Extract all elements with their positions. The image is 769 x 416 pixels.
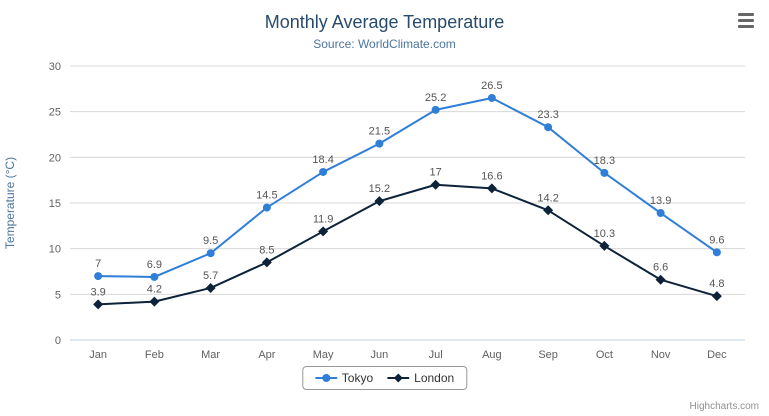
data-label-london: 10.3 — [594, 228, 615, 240]
x-axis-tick-label: Aug — [482, 349, 502, 361]
data-label-london: 14.2 — [537, 192, 558, 204]
x-axis-tick-label: Jul — [429, 349, 443, 361]
data-label-london: 4.2 — [147, 284, 162, 296]
data-point-tokyo[interactable] — [600, 168, 609, 177]
data-label-london: 3.9 — [90, 286, 105, 298]
data-label-tokyo: 18.4 — [312, 154, 333, 166]
data-label-tokyo: 25.2 — [425, 92, 446, 104]
data-label-london: 15.2 — [369, 183, 390, 195]
data-point-london[interactable] — [655, 274, 666, 285]
data-point-tokyo[interactable] — [150, 272, 159, 281]
x-axis-tick-label: Apr — [258, 349, 275, 361]
legend: Tokyo London — [301, 366, 468, 390]
data-label-london: 16.6 — [481, 170, 502, 182]
hamburger-icon — [738, 24, 754, 28]
data-label-tokyo: 26.5 — [481, 80, 502, 92]
data-point-tokyo[interactable] — [375, 139, 384, 148]
data-label-london: 8.5 — [259, 244, 274, 256]
data-point-london[interactable] — [93, 299, 104, 310]
data-point-tokyo[interactable] — [206, 249, 215, 258]
data-point-tokyo[interactable] — [656, 209, 665, 218]
hamburger-icon — [738, 18, 754, 22]
tokyo-series-marker-icon — [314, 374, 337, 382]
x-axis-tick-label: Oct — [596, 349, 613, 361]
x-axis-tick-label: Jan — [89, 349, 107, 361]
data-point-tokyo[interactable] — [712, 248, 721, 257]
data-label-tokyo: 18.3 — [594, 155, 615, 167]
chart-context-menu-button[interactable] — [735, 10, 757, 30]
data-label-tokyo: 13.9 — [650, 195, 671, 207]
data-point-london[interactable] — [261, 257, 272, 268]
data-label-tokyo: 14.5 — [256, 190, 277, 202]
london-series-marker-icon — [387, 373, 410, 383]
hamburger-icon — [738, 12, 754, 16]
data-point-london[interactable] — [543, 205, 554, 216]
data-point-london[interactable] — [318, 226, 329, 237]
credits-link[interactable]: Highcharts.com — [689, 401, 759, 412]
y-axis-tick-label: 5 — [55, 289, 61, 301]
legend-label-tokyo: Tokyo — [341, 371, 374, 385]
data-label-tokyo: 7 — [95, 258, 101, 270]
data-label-tokyo: 9.6 — [709, 234, 724, 246]
x-axis-tick-label: Sep — [538, 349, 558, 361]
data-label-tokyo: 23.3 — [537, 109, 558, 121]
data-point-london[interactable] — [374, 196, 385, 207]
series-line-tokyo[interactable] — [98, 96, 718, 278]
x-axis-tick-label: Jun — [371, 349, 389, 361]
data-label-tokyo: 9.5 — [203, 235, 218, 247]
y-axis-tick-label: 25 — [49, 107, 61, 119]
series-line-london[interactable] — [98, 183, 718, 306]
legend-item-tokyo[interactable]: Tokyo — [314, 371, 374, 385]
data-point-tokyo[interactable] — [262, 203, 271, 212]
x-axis-tick-label: Feb — [145, 349, 164, 361]
x-axis-tick-label: Dec — [707, 349, 727, 361]
y-axis-tick-label: 30 — [49, 61, 61, 73]
y-axis-tick-label: 10 — [49, 244, 61, 256]
data-point-tokyo[interactable] — [94, 272, 103, 281]
data-point-london[interactable] — [486, 183, 497, 194]
data-label-london: 17 — [430, 167, 442, 179]
y-axis-tick-label: 20 — [49, 152, 61, 164]
chart-title: Monthly Average Temperature — [264, 12, 505, 32]
data-label-tokyo: 6.9 — [147, 259, 162, 271]
data-point-tokyo[interactable] — [487, 93, 496, 102]
data-point-london[interactable] — [599, 240, 610, 251]
y-axis-title: Temperature (°C) — [3, 157, 17, 249]
legend-item-london[interactable]: London — [387, 371, 454, 385]
data-point-london[interactable] — [149, 296, 160, 307]
data-label-tokyo: 21.5 — [369, 126, 390, 138]
x-axis-tick-label: Mar — [201, 349, 220, 361]
y-axis-tick-label: 0 — [55, 335, 61, 347]
x-axis-tick-label: Nov — [651, 349, 671, 361]
data-label-london: 6.6 — [653, 262, 668, 274]
chart-subtitle: Source: WorldClimate.com — [313, 37, 456, 51]
y-axis-tick-label: 15 — [49, 198, 61, 210]
data-label-london: 5.7 — [203, 270, 218, 282]
data-point-london[interactable] — [205, 282, 216, 293]
data-point-london[interactable] — [711, 291, 722, 302]
legend-label-london: London — [414, 371, 455, 385]
data-point-london[interactable] — [430, 179, 441, 190]
data-label-london: 4.8 — [709, 278, 724, 290]
data-label-london: 11.9 — [313, 213, 334, 225]
data-point-tokyo[interactable] — [544, 123, 553, 132]
x-axis-tick-label: May — [313, 349, 334, 361]
data-point-tokyo[interactable] — [431, 105, 440, 114]
data-point-tokyo[interactable] — [319, 167, 328, 176]
